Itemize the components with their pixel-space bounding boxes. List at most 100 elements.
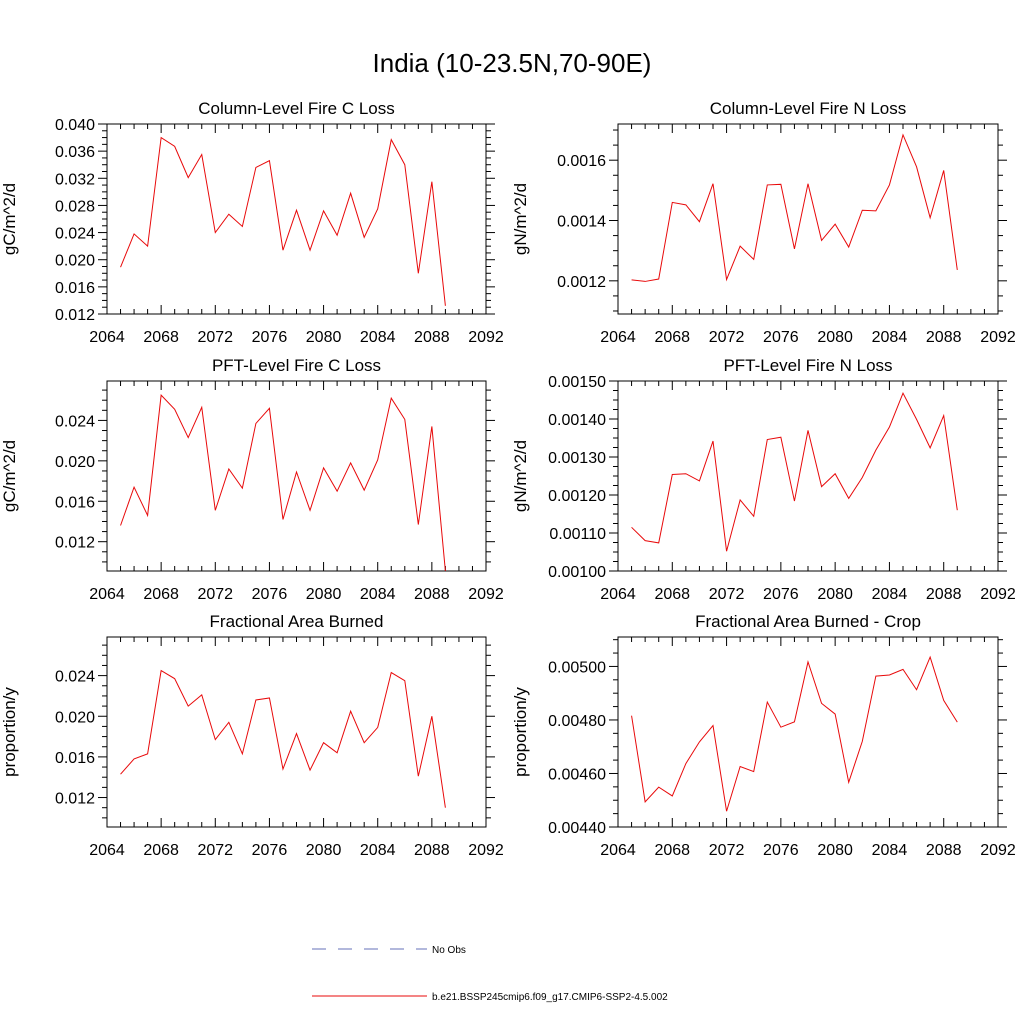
- x-tick-label: 2068: [654, 329, 690, 346]
- x-tick-label: 2076: [763, 842, 799, 859]
- x-tick-label: 2064: [89, 842, 125, 859]
- series-line: [120, 669, 446, 808]
- series-line: [631, 655, 958, 812]
- plot-frame: [617, 636, 999, 828]
- y-tick-label: 0.040: [55, 117, 95, 134]
- x-tick-label: 2092: [468, 586, 504, 603]
- plot-frame: [106, 123, 487, 315]
- figure-title: India (10-23.5N,70-90E): [372, 48, 652, 78]
- panel-title: Column-Level Fire C Loss: [198, 99, 395, 118]
- x-tick-label: 2088: [414, 329, 450, 346]
- x-tick-label: 2064: [600, 586, 636, 603]
- x-tick-label: 2080: [306, 329, 342, 346]
- plot-frame: [106, 380, 487, 572]
- x-tick-label: 2064: [600, 842, 636, 859]
- panel-title: Fractional Area Burned: [210, 612, 384, 631]
- panel-6: Fractional Area Burned - Crop 2064 2068 207…: [511, 612, 1016, 859]
- x-tick-label: 2088: [414, 586, 450, 603]
- legend-label: b.e21.BSSP245cmip6.f09_g17.CMIP6-SSP2-4.…: [432, 992, 668, 1003]
- y-tick-label: 0.0012: [557, 274, 606, 291]
- x-tick-label: 2088: [926, 842, 962, 859]
- y-tick-label: 0.00150: [548, 374, 606, 391]
- x-tick-label: 2088: [926, 586, 962, 603]
- x-tick-label: 2064: [89, 329, 125, 346]
- y-axis-label: gN/m^2/d: [511, 440, 530, 512]
- x-tick-label: 2072: [709, 329, 745, 346]
- panel-title: PFT-Level Fire C Loss: [212, 356, 381, 375]
- y-tick-label: 0.0016: [557, 153, 606, 170]
- y-tick-label: 0.012: [55, 535, 95, 552]
- plot-frame: [617, 380, 999, 572]
- x-tick-label: 2076: [252, 842, 288, 859]
- x-tick-label: 2092: [980, 586, 1016, 603]
- x-tick-label: 2084: [360, 329, 396, 346]
- x-tick-label: 2092: [468, 329, 504, 346]
- y-tick-label: 0.028: [55, 198, 95, 215]
- x-tick-label: 2088: [414, 842, 450, 859]
- y-axis-label: gC/m^2/d: [0, 440, 19, 512]
- plot-frame: [106, 636, 487, 828]
- x-tick-label: 2092: [980, 842, 1016, 859]
- panel-title: PFT-Level Fire N Loss: [723, 356, 892, 375]
- x-tick-label: 2088: [926, 329, 962, 346]
- x-tick-label: 2080: [306, 842, 342, 859]
- panel-4: PFT-Level Fire N Loss 2064 2068 2072 2076 208…: [511, 356, 1016, 603]
- x-tick-label: 2080: [817, 586, 853, 603]
- y-tick-label: 0.00440: [548, 820, 606, 837]
- y-tick-label: 0.00480: [548, 713, 606, 730]
- y-tick-label: 0.0014: [557, 214, 606, 231]
- x-tick-label: 2068: [143, 329, 179, 346]
- series-line: [631, 391, 958, 552]
- x-tick-label: 2076: [763, 329, 799, 346]
- y-tick-label: 0.020: [55, 454, 95, 471]
- x-tick-label: 2076: [252, 586, 288, 603]
- x-tick-label: 2068: [143, 586, 179, 603]
- y-tick-label: 0.024: [55, 669, 95, 686]
- y-tick-label: 0.016: [55, 494, 95, 511]
- series-line: [120, 394, 446, 572]
- y-tick-label: 0.024: [55, 226, 95, 243]
- panel-5: Fractional Area Burned 2064 2068 2072 2076 20…: [0, 612, 504, 859]
- x-tick-label: 2072: [709, 842, 745, 859]
- x-tick-label: 2084: [360, 842, 396, 859]
- x-tick-label: 2084: [872, 329, 908, 346]
- y-tick-label: 0.020: [55, 709, 95, 726]
- x-tick-label: 2080: [306, 586, 342, 603]
- x-tick-label: 2076: [763, 586, 799, 603]
- legend: No Obs b.e21.BSSP245cmip6.f09_g17.CMIP6-S…: [312, 945, 668, 1003]
- series-line: [631, 133, 958, 282]
- legend-label: No Obs: [432, 945, 466, 956]
- y-tick-label: 0.024: [55, 413, 95, 430]
- y-tick-label: 0.00500: [548, 659, 606, 676]
- x-tick-label: 2080: [817, 329, 853, 346]
- x-tick-label: 2084: [872, 586, 908, 603]
- x-tick-label: 2092: [980, 329, 1016, 346]
- panel-title: Fractional Area Burned - Crop: [695, 612, 921, 631]
- y-tick-label: 0.032: [55, 171, 95, 188]
- x-tick-label: 2084: [872, 842, 908, 859]
- panel-title: Column-Level Fire N Loss: [710, 99, 907, 118]
- y-tick-label: 0.00120: [548, 488, 606, 505]
- y-tick-label: 0.00100: [548, 564, 606, 581]
- x-tick-label: 2072: [709, 586, 745, 603]
- y-tick-label: 0.00130: [548, 450, 606, 467]
- x-tick-label: 2092: [468, 842, 504, 859]
- panel-1: Column-Level Fire C Loss 2064 2068 2072 2076…: [0, 99, 504, 346]
- x-tick-label: 2068: [143, 842, 179, 859]
- x-tick-label: 2072: [197, 329, 233, 346]
- x-tick-label: 2084: [360, 586, 396, 603]
- y-tick-label: 0.036: [55, 144, 95, 161]
- x-tick-label: 2064: [600, 329, 636, 346]
- y-tick-label: 0.00140: [548, 412, 606, 429]
- y-tick-label: 0.016: [55, 280, 95, 297]
- x-tick-label: 2072: [197, 842, 233, 859]
- series-line: [120, 136, 446, 306]
- x-tick-label: 2068: [654, 586, 690, 603]
- plot-frame: [617, 123, 999, 315]
- y-tick-label: 0.012: [55, 791, 95, 808]
- y-tick-label: 0.016: [55, 750, 95, 767]
- y-tick-label: 0.00110: [549, 526, 606, 543]
- y-axis-label: gC/m^2/d: [0, 183, 19, 255]
- x-tick-label: 2076: [252, 329, 288, 346]
